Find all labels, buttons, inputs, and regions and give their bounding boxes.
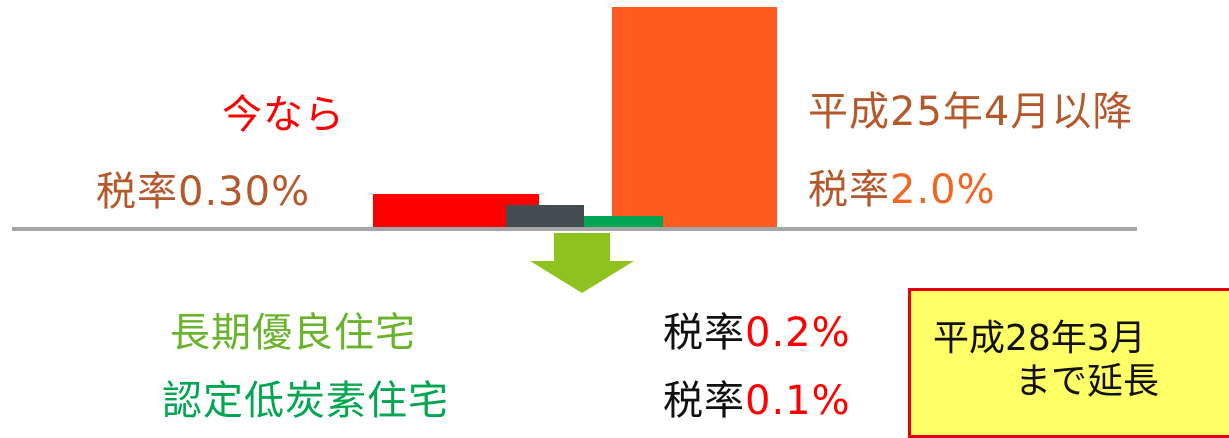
left-title: 今なら	[222, 92, 345, 138]
item2-name: 認定低炭素住宅	[162, 378, 449, 424]
item1-rate-value: 0.2%	[745, 310, 851, 356]
right-rate-label: 税率	[808, 167, 890, 213]
right-rate-value: 2.0%	[890, 167, 996, 213]
right-rate: 税率2.0%	[808, 170, 996, 210]
item1-name: 長期優良住宅	[170, 310, 416, 356]
bar-2	[506, 205, 584, 227]
item1-rate: 税率0.2%	[663, 313, 851, 353]
left-rate-label: 税率	[96, 169, 178, 215]
item2-rate: 税率0.1%	[663, 381, 851, 421]
item2-rate-value: 0.1%	[745, 378, 851, 424]
item1-rate-label: 税率	[663, 310, 745, 356]
extension-note-box: 平成28年3月 まで延長	[908, 288, 1229, 438]
extension-note-line1: 平成28年3月	[933, 318, 1146, 359]
left-rate-value: 0.30%	[178, 169, 311, 215]
left-rate: 税率0.30%	[96, 172, 310, 212]
right-title: 平成25年4月以降	[808, 89, 1134, 135]
item2-rate-label: 税率	[663, 378, 745, 424]
bar-3	[584, 216, 663, 227]
chart-baseline	[12, 227, 1137, 231]
down-arrow-icon	[530, 233, 634, 293]
extension-note-line2: まで延長	[1015, 361, 1160, 403]
bar-4	[612, 7, 777, 227]
